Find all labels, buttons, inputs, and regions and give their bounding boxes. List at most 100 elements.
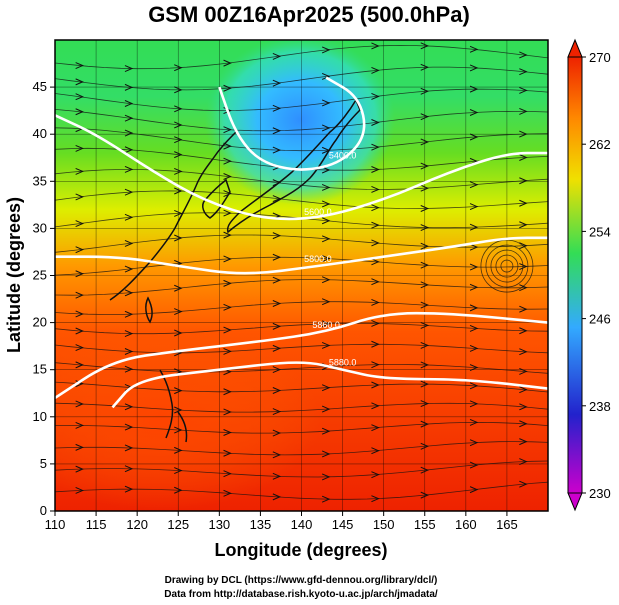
flow-arrow — [519, 130, 528, 138]
flow-arrow — [223, 209, 232, 217]
flow-arrow — [223, 84, 232, 92]
x-tick-label: 125 — [167, 517, 189, 532]
flow-arrow — [174, 187, 183, 195]
flow-arrow — [519, 348, 528, 356]
contour-label: 5800.0 — [304, 254, 332, 264]
flow-arrow — [272, 322, 282, 330]
flow-arrow — [124, 188, 134, 196]
flow-arrow — [124, 65, 134, 73]
y-tick-label: 0 — [40, 503, 47, 518]
flow-arrow — [321, 99, 331, 107]
streamline — [55, 421, 548, 434]
flow-arrow — [420, 301, 430, 309]
streamline — [55, 66, 548, 91]
flow-arrow — [174, 167, 183, 175]
flow-arrow — [469, 243, 479, 251]
flow-arrow — [174, 121, 183, 129]
streamline — [55, 44, 548, 70]
flow-arrow — [420, 466, 430, 474]
streamline — [55, 460, 548, 478]
flow-arrow — [420, 138, 430, 146]
flow-arrow — [420, 42, 430, 50]
flow-arrow — [469, 324, 479, 332]
flow-arrow — [223, 470, 232, 478]
flow-arrow — [321, 405, 331, 413]
flow-arrow — [124, 265, 134, 273]
flow-arrow — [420, 281, 430, 289]
flow-arrow — [321, 255, 331, 262]
flow-arrow — [519, 51, 528, 59]
taiwan-coastline — [145, 296, 153, 324]
y-tick-label: 25 — [33, 268, 47, 283]
flow-arrow — [371, 278, 380, 286]
flow-arrow — [321, 184, 331, 191]
flow-arrow — [321, 450, 331, 458]
flow-arrow — [371, 143, 380, 151]
geopotential-contours: 5400.0 5600.0 5800.0 5860.0 5880.0 — [55, 76, 548, 409]
flow-arrow — [174, 136, 183, 144]
flow-arrow — [519, 154, 528, 161]
flow-arrow — [272, 52, 282, 60]
flow-arrow — [519, 480, 528, 488]
flow-arrow — [272, 429, 282, 437]
credit-line-2: Data from http://database.rish.kyoto-u.a… — [164, 589, 438, 600]
streamline — [55, 301, 548, 315]
flow-arrow — [124, 365, 134, 373]
flow-arrow — [124, 310, 134, 318]
contour-line — [55, 236, 548, 275]
cold-core — [205, 40, 395, 205]
flow-arrow — [469, 364, 479, 371]
flow-arrow — [420, 87, 430, 95]
flow-arrow — [371, 204, 380, 212]
flow-arrow — [321, 341, 331, 349]
flow-arrow — [469, 486, 479, 494]
flow-arrow — [75, 421, 84, 429]
flow-arrow — [223, 279, 232, 287]
contour-line — [55, 311, 548, 400]
colorbar-tick-label: 238 — [589, 399, 611, 414]
flow-arrow — [519, 367, 528, 375]
colorbar-tick-label: 246 — [589, 312, 611, 327]
flow-arrow — [469, 133, 479, 141]
flow-arrow — [469, 344, 479, 352]
plot-area: 5400.0 5600.0 5800.0 5860.0 5880.0 — [55, 40, 548, 511]
flow-arrow — [469, 400, 479, 408]
flow-arrow — [371, 119, 380, 126]
flow-arrow — [223, 429, 232, 436]
flow-arrow — [124, 403, 134, 411]
flow-arrow — [371, 447, 380, 455]
flow-arrow — [174, 209, 183, 217]
colorbar-tick-label: 254 — [589, 224, 611, 239]
flow-arrow — [272, 79, 282, 87]
swirl-ring — [495, 254, 519, 278]
flow-arrow — [371, 93, 380, 100]
warm-core — [55, 330, 320, 510]
flow-arrow — [272, 253, 282, 261]
flow-arrow — [223, 231, 232, 239]
y-tick-label: 15 — [33, 362, 47, 377]
y-tick-label: 5 — [40, 456, 47, 471]
china-coastline — [109, 131, 237, 301]
flow-arrow — [174, 234, 183, 242]
x-tick-label: 115 — [86, 517, 107, 532]
flow-arrow — [420, 380, 430, 388]
flow-arrow — [124, 83, 134, 91]
colorbar-gradient — [567, 56, 583, 494]
flow-arrow — [321, 217, 331, 225]
flow-arrow — [223, 388, 232, 396]
flow-arrow — [519, 263, 528, 270]
flow-arrow — [124, 444, 134, 452]
flow-arrow — [75, 193, 84, 201]
flow-arrow — [371, 221, 380, 229]
flow-arrow — [124, 348, 134, 355]
x-tick-label: 130 — [208, 517, 230, 532]
flow-arrow — [75, 220, 84, 228]
flow-arrow — [223, 408, 232, 416]
flow-arrow — [469, 283, 479, 291]
flow-arrow — [420, 224, 430, 232]
flow-arrow — [272, 146, 282, 154]
x-axis: 110 115 120 125 130 135 140 145 150 155 160 165 — [45, 511, 518, 532]
flow-arrow — [272, 344, 282, 352]
flow-arrow — [174, 64, 183, 72]
